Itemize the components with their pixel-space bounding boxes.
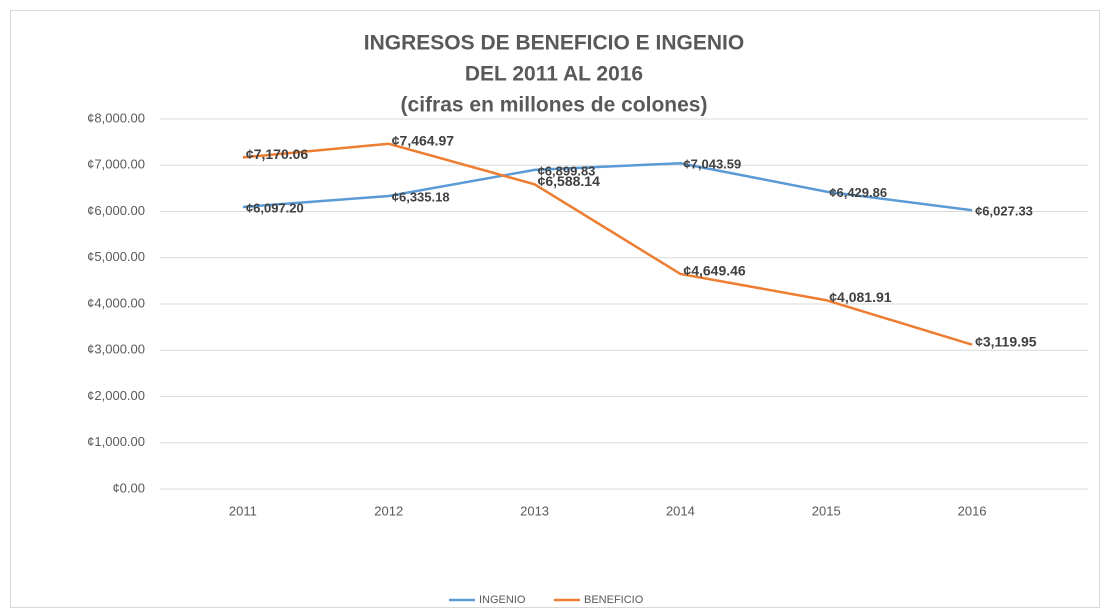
x-tick-label: 2014	[666, 503, 695, 518]
y-tick-label: ¢8,000.00	[87, 110, 145, 125]
y-tick-label: ¢6,000.00	[87, 203, 145, 218]
y-tick-label: ¢2,000.00	[87, 388, 145, 403]
chart-title: INGRESOS DE BENEFICIO E INGENIO	[364, 32, 744, 55]
data-label: ¢6,899.83	[538, 163, 596, 178]
data-label: ¢4,081.91	[829, 289, 891, 305]
data-label: ¢6,027.33	[975, 204, 1033, 219]
line	[242, 161, 973, 212]
x-tick-label: 2013	[520, 503, 549, 518]
y-tick-label: ¢7,000.00	[87, 157, 145, 172]
data-label: ¢4,649.46	[683, 263, 745, 279]
y-tick-label: ¢3,000.00	[87, 342, 145, 357]
y-tick-label: ¢1,000.00	[87, 434, 145, 449]
x-tick-label: 2011	[229, 503, 257, 518]
chart-title: (cifras en millones de colones)	[401, 94, 708, 117]
data-label: ¢7,464.97	[392, 132, 454, 148]
data-label: ¢6,335.18	[392, 189, 450, 204]
x-tick-label: 2015	[812, 503, 841, 518]
data-label: ¢7,043.59	[683, 157, 741, 172]
data-label: ¢6,588.14	[538, 173, 600, 189]
legend-label: BENEFICIO	[584, 594, 644, 606]
chart-title: DEL 2011 AL 2016	[465, 63, 643, 86]
x-tick-label: 2012	[374, 503, 403, 518]
chart-border	[10, 10, 1100, 608]
data-label: ¢6,429.86	[829, 185, 887, 200]
y-tick-label: ¢0.00	[112, 480, 145, 495]
line	[242, 142, 973, 346]
data-label: ¢7,170.06	[246, 146, 308, 162]
legend-label: INGENIO	[479, 594, 526, 606]
y-tick-label: ¢5,000.00	[87, 249, 145, 264]
y-tick-label: ¢4,000.00	[87, 295, 145, 310]
data-label: ¢3,119.95	[975, 333, 1037, 349]
data-label: ¢6,097.20	[246, 200, 304, 215]
x-tick-label: 2016	[958, 503, 987, 518]
